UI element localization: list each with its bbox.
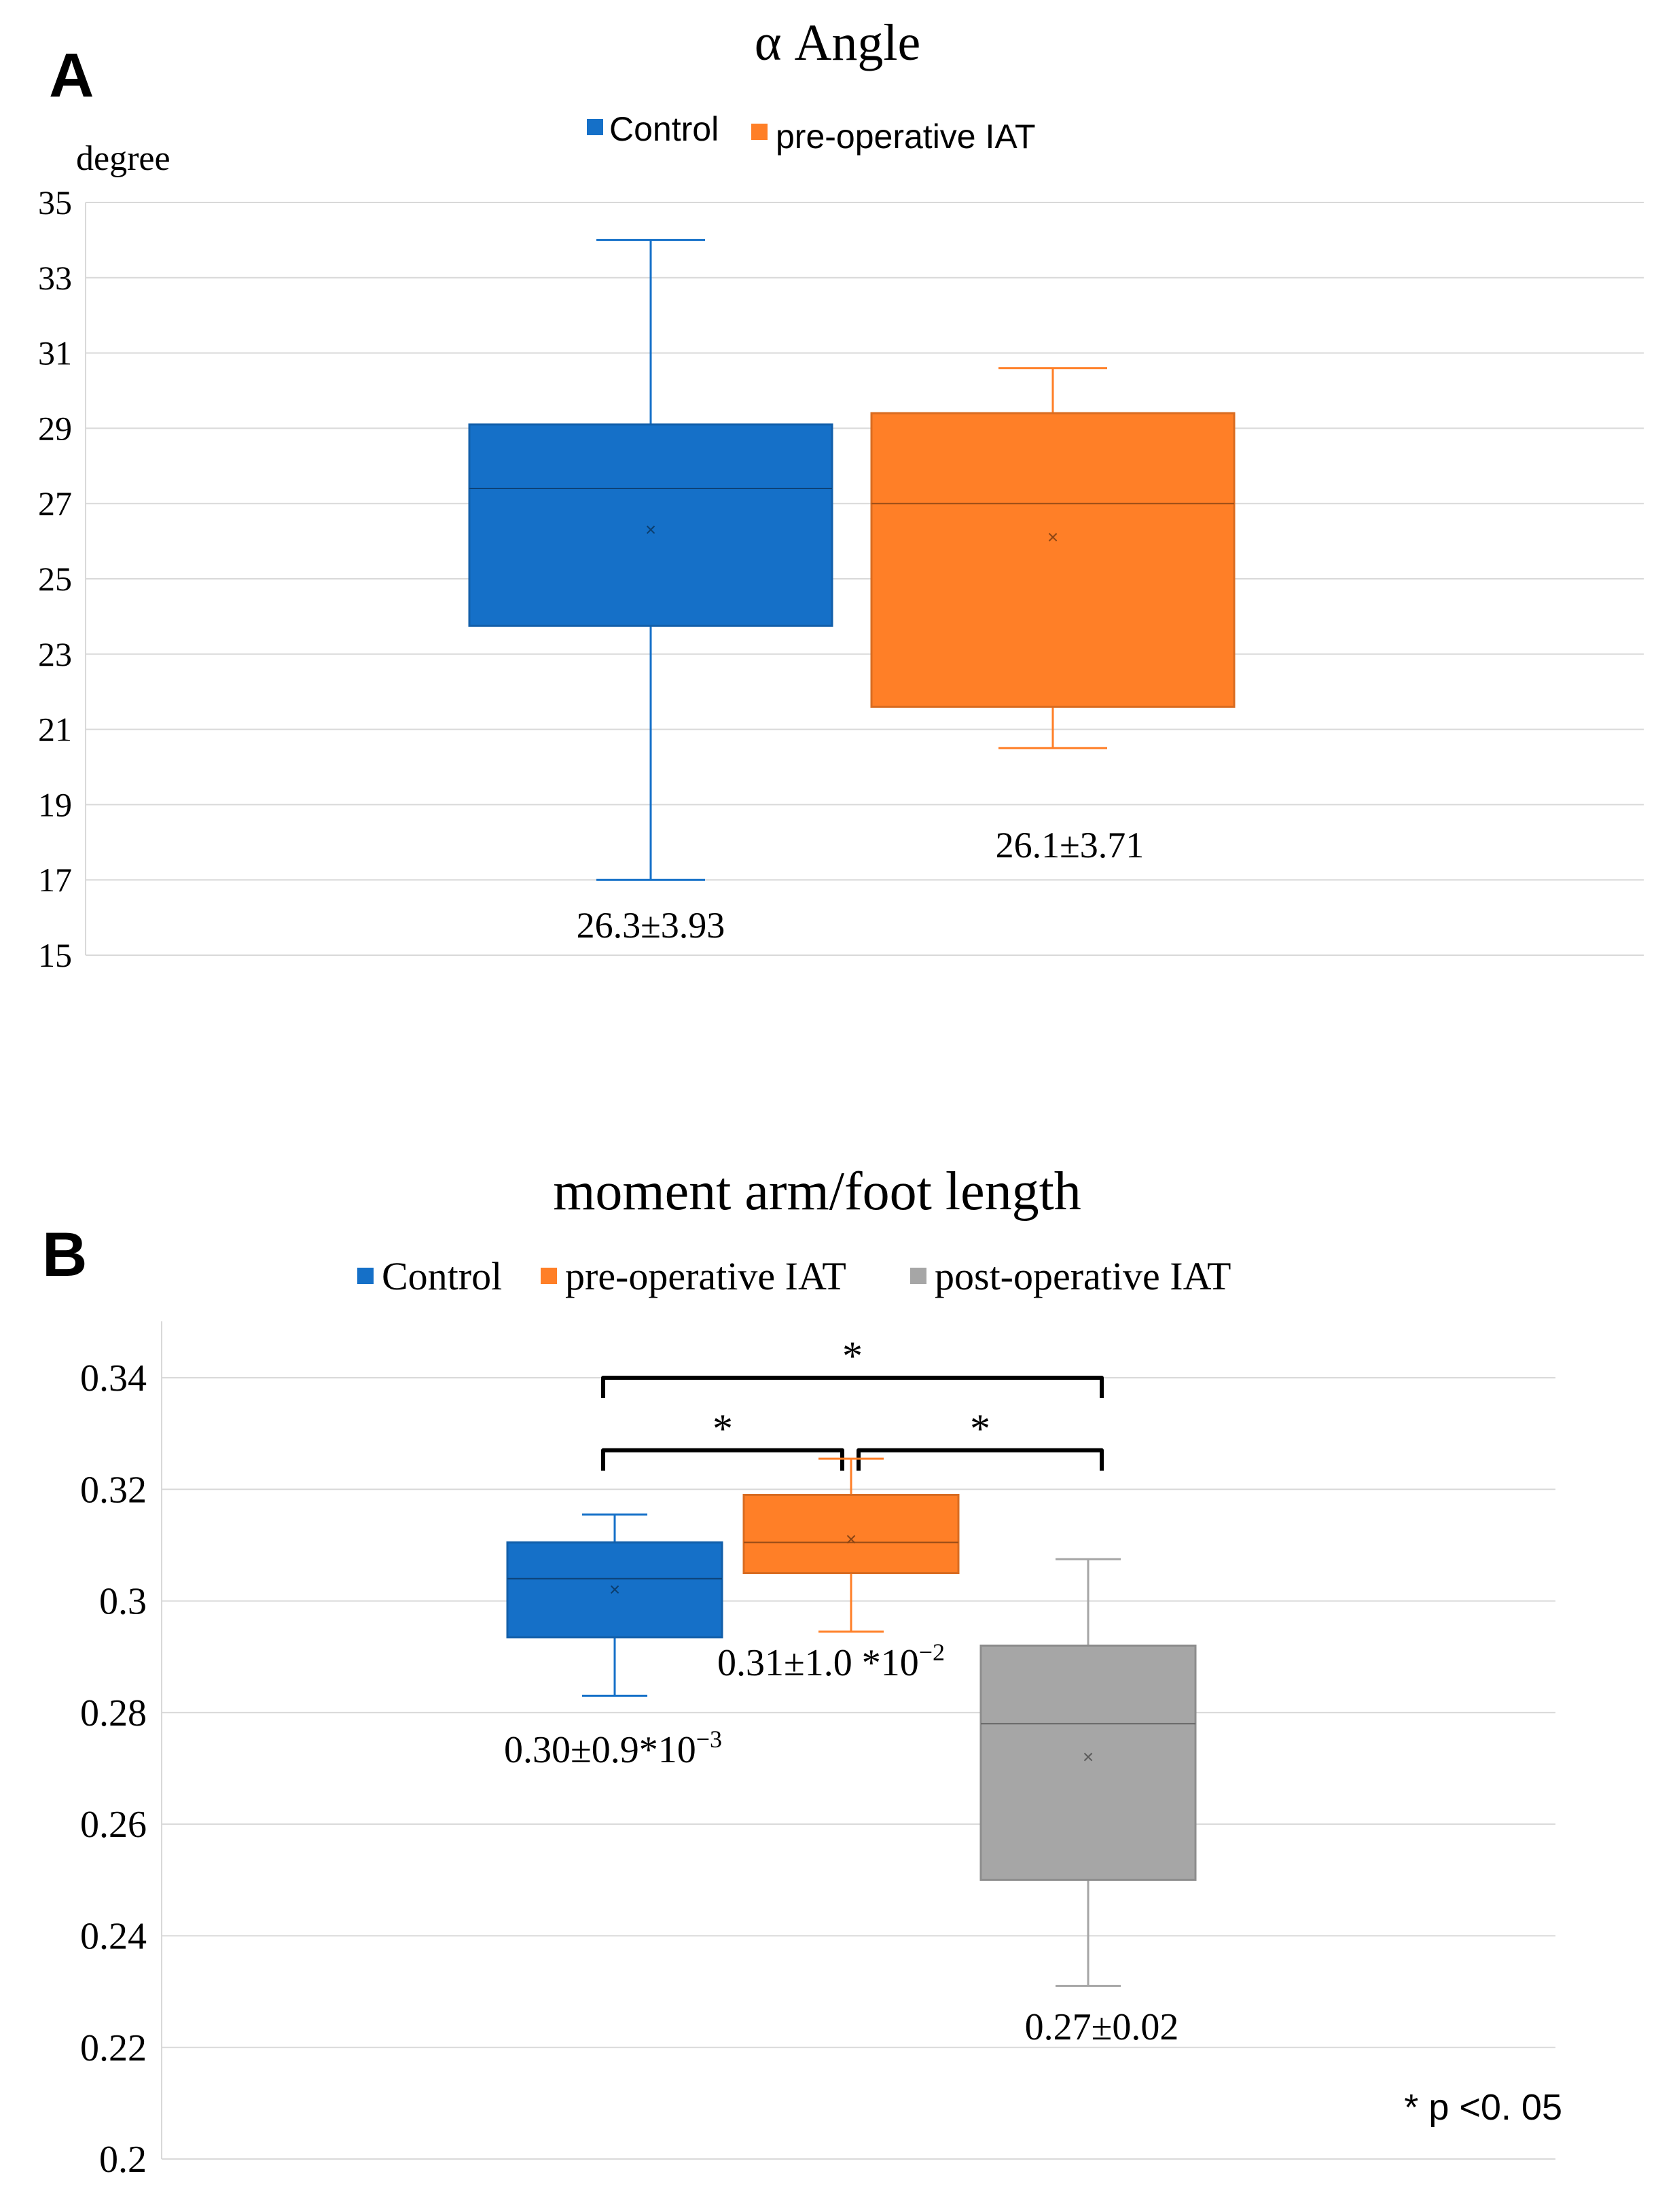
value-label-control: 0.30±0.9*10−3 bbox=[504, 1726, 722, 1771]
panel-a: A α Angle Control pre-operative IAT degr… bbox=[38, 14, 1644, 974]
panel-b-value-labels: 0.30±0.9*10−3 0.31±1.0 *10−2 0.27±0.02 bbox=[504, 1639, 1178, 2048]
box-iqr bbox=[742, 1494, 960, 1574]
value-label-control-main: 0.30±0.9*10 bbox=[504, 1729, 696, 1771]
panel-b-y-ticks: 0.34 0.32 0.3 0.28 0.26 0.24 0.22 0.2 bbox=[80, 1357, 147, 2181]
y-tick-label: 0.26 bbox=[80, 1804, 147, 1846]
value-label-control-exponent: −3 bbox=[696, 1726, 722, 1753]
panel-a-title: α Angle bbox=[755, 14, 921, 71]
panel-a-y-axis-label: degree bbox=[76, 139, 170, 178]
mean-marker: × bbox=[609, 1579, 620, 1600]
y-tick-label: 0.2 bbox=[99, 2139, 147, 2181]
panel-a-y-ticks: 35 33 31 29 27 25 23 21 19 17 15 bbox=[38, 183, 72, 974]
value-label-pre-operative: 26.1±3.71 bbox=[996, 825, 1145, 866]
y-tick-label: 19 bbox=[38, 785, 72, 823]
value-label-pre-operative-exponent: −2 bbox=[919, 1639, 945, 1666]
value-label-control: 26.3±3.93 bbox=[577, 905, 725, 946]
mean-marker: × bbox=[1083, 1747, 1094, 1768]
y-tick-label: 29 bbox=[38, 409, 72, 447]
panel-b-boxes: × × × bbox=[506, 1457, 1197, 1987]
legend-label-pre-operative: pre-operative IAT bbox=[776, 118, 1036, 156]
panel-a-legend: Control pre-operative IAT bbox=[587, 110, 1036, 156]
legend-swatch-post-operative bbox=[910, 1268, 926, 1284]
panel-b-significance-brackets: * * * bbox=[601, 1334, 1104, 1471]
panel-a-boxes: × × bbox=[468, 238, 1236, 881]
panel-b-legend: Control pre-operative IAT post-operative… bbox=[357, 1254, 1231, 1298]
legend-label-pre-operative: pre-operative IAT bbox=[565, 1254, 846, 1298]
legend-swatch-control bbox=[357, 1268, 374, 1284]
box-iqr bbox=[870, 412, 1236, 708]
box-pre-operative: × bbox=[870, 367, 1236, 749]
significance-bracket bbox=[857, 1448, 1104, 1471]
mean-marker: × bbox=[846, 1529, 857, 1550]
significance-bracket bbox=[601, 1448, 844, 1471]
box-iqr bbox=[979, 1644, 1197, 1881]
y-tick-label: 0.24 bbox=[80, 1915, 147, 1957]
significance-footnote: * p <0. 05 bbox=[1404, 2087, 1562, 2128]
box-pre-operative: × bbox=[742, 1457, 960, 1633]
mean-marker: × bbox=[645, 519, 656, 540]
y-tick-label: 23 bbox=[38, 635, 72, 673]
y-tick-label: 35 bbox=[38, 183, 72, 221]
panel-a-value-labels: 26.3±3.93 26.1±3.71 bbox=[577, 825, 1145, 946]
legend-swatch-control bbox=[587, 119, 603, 135]
legend-label-control: Control bbox=[609, 110, 719, 148]
y-tick-label: 27 bbox=[38, 484, 72, 522]
y-tick-label: 25 bbox=[38, 560, 72, 598]
mean-marker: × bbox=[1047, 527, 1058, 548]
legend-swatch-pre-operative bbox=[751, 124, 768, 140]
y-tick-label: 0.32 bbox=[80, 1469, 147, 1511]
y-tick-label: 17 bbox=[38, 861, 72, 899]
panel-a-grid bbox=[86, 202, 1644, 956]
box-control: × bbox=[468, 238, 833, 881]
y-tick-label: 0.22 bbox=[80, 2027, 147, 2069]
y-tick-label: 0.28 bbox=[80, 1692, 147, 1734]
box-iqr bbox=[468, 423, 833, 627]
significance-bracket bbox=[601, 1376, 1104, 1398]
y-tick-label: 15 bbox=[38, 936, 72, 974]
legend-label-post-operative: post-operative IAT bbox=[935, 1254, 1231, 1298]
y-tick-label: 0.3 bbox=[99, 1581, 147, 1623]
box-post-operative: × bbox=[979, 1558, 1197, 1987]
panel-b: B moment arm/foot length Control pre-ope… bbox=[42, 1162, 1562, 2181]
panel-a-label: A bbox=[49, 41, 94, 110]
box-control: × bbox=[506, 1513, 723, 1697]
legend-swatch-pre-operative bbox=[541, 1268, 557, 1284]
panel-b-label: B bbox=[42, 1220, 87, 1289]
box-iqr bbox=[506, 1541, 723, 1639]
significance-star: * bbox=[842, 1334, 863, 1378]
legend-label-control: Control bbox=[382, 1254, 502, 1298]
y-tick-label: 31 bbox=[38, 334, 72, 372]
y-tick-label: 0.34 bbox=[80, 1357, 147, 1399]
y-tick-label: 21 bbox=[38, 711, 72, 749]
significance-star: * bbox=[970, 1406, 990, 1451]
value-label-pre-operative: 0.31±1.0 *10−2 bbox=[717, 1639, 945, 1684]
value-label-post-operative: 0.27±0.02 bbox=[1025, 2006, 1179, 2048]
significance-star: * bbox=[713, 1406, 733, 1451]
y-tick-label: 33 bbox=[38, 259, 72, 297]
value-label-pre-operative-main: 0.31±1.0 *10 bbox=[717, 1642, 919, 1684]
panel-b-title: moment arm/foot length bbox=[553, 1162, 1081, 1221]
